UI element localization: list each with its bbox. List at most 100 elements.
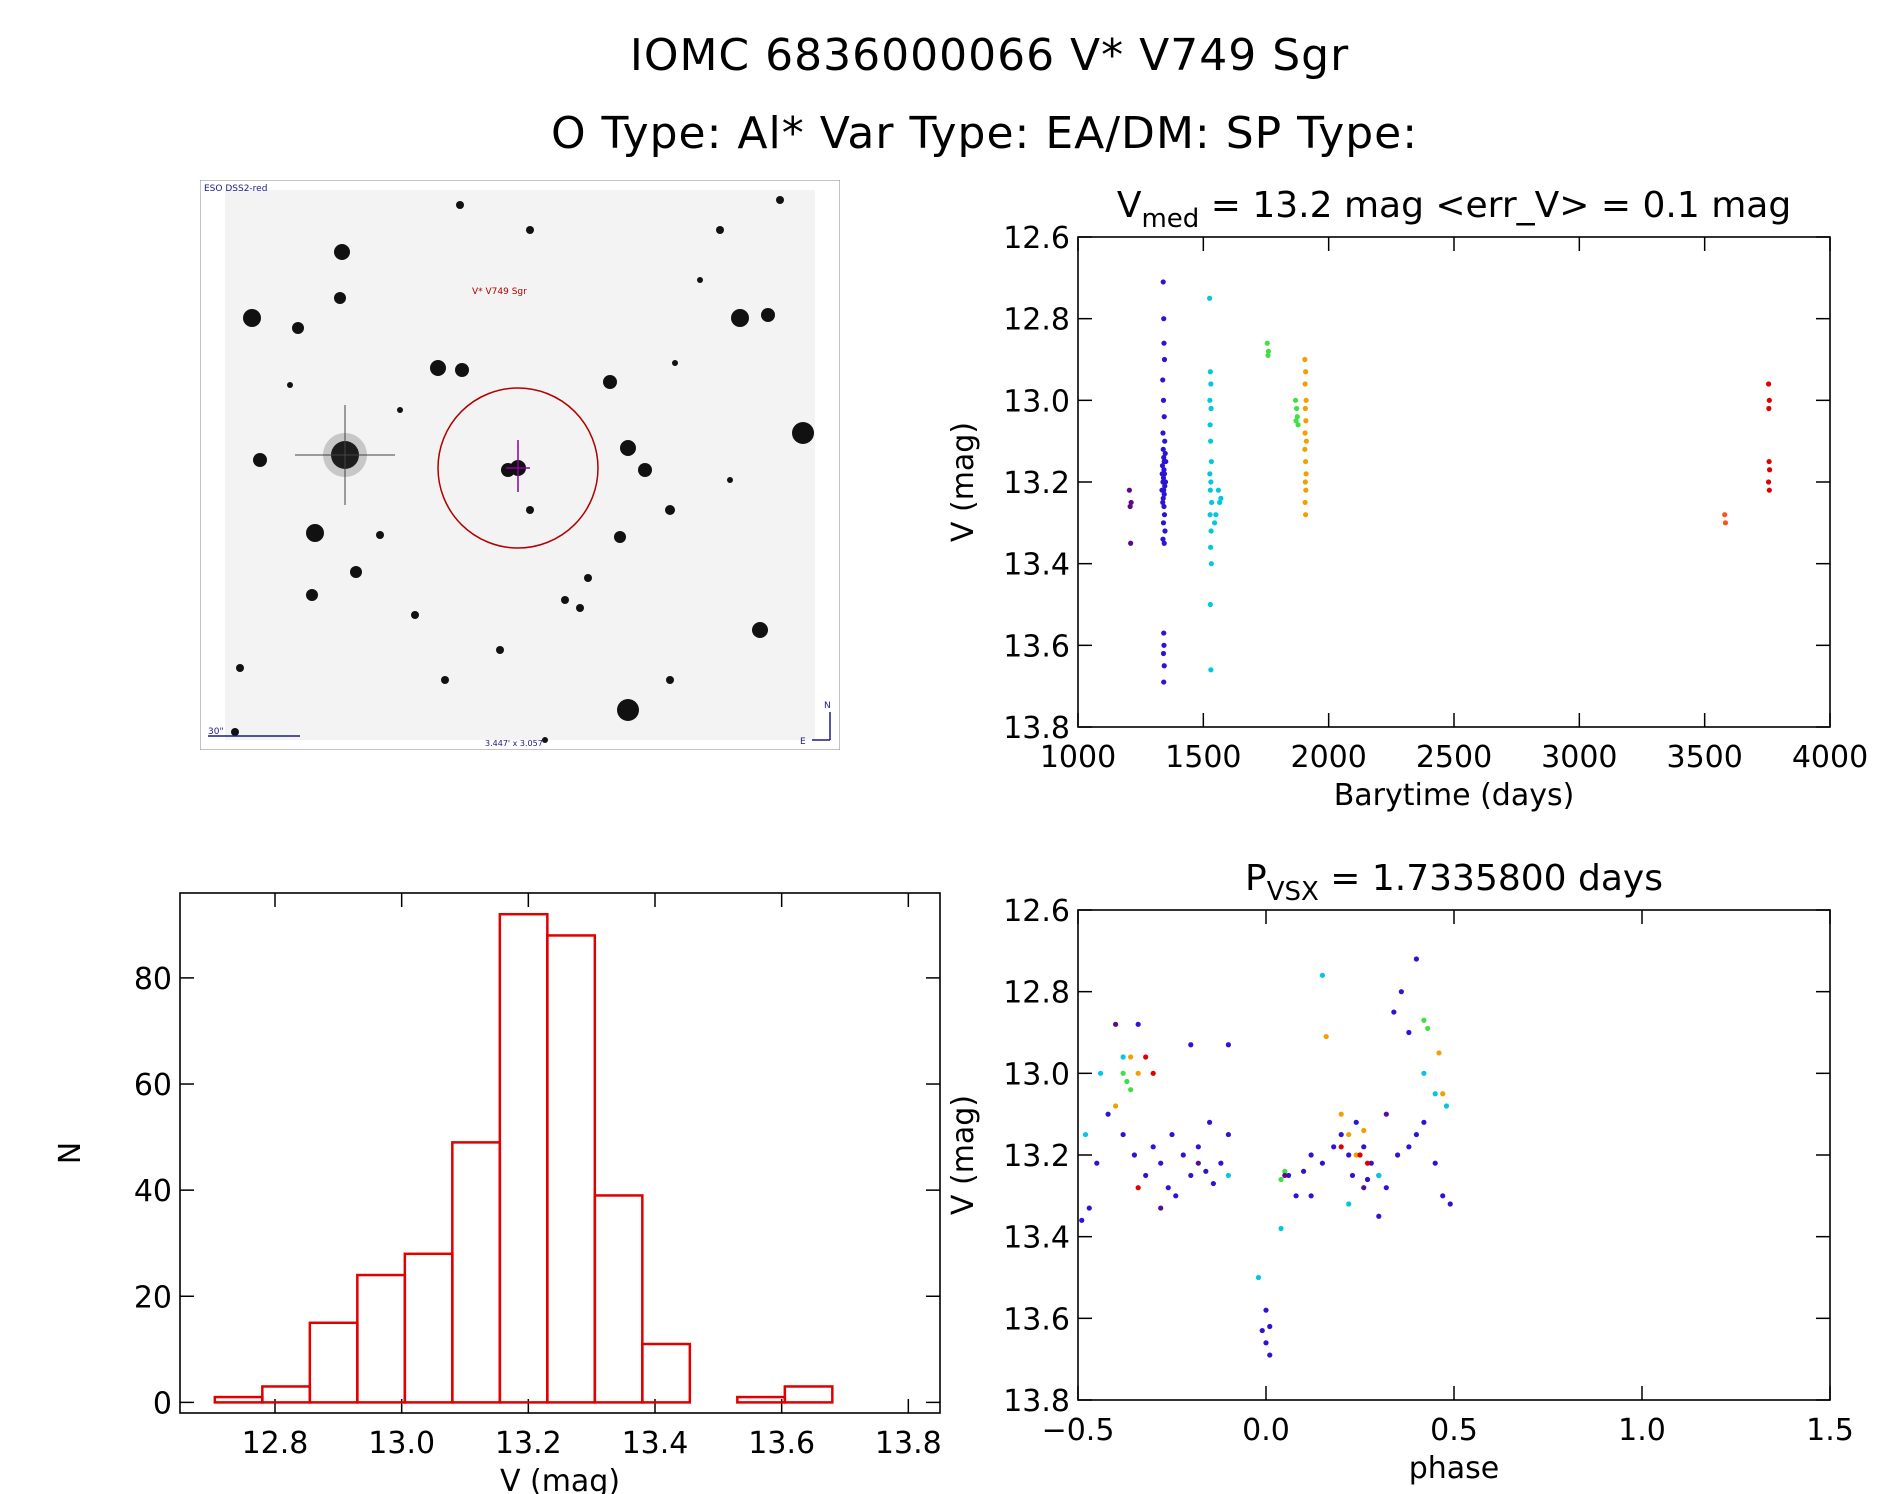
data-point [1161, 467, 1167, 473]
data-point [1207, 397, 1213, 403]
data-point [1150, 1070, 1156, 1076]
data-point [1376, 1213, 1382, 1219]
data-point [1302, 446, 1308, 452]
data-point [1127, 503, 1133, 510]
data-point [1383, 1111, 1389, 1117]
data-point [1160, 377, 1166, 383]
data-point [1353, 1152, 1359, 1158]
histogram-bar [356, 1273, 407, 1404]
data-point [1323, 1033, 1329, 1040]
data-point [1722, 520, 1729, 526]
data-point [1208, 561, 1214, 567]
data-point [1208, 405, 1214, 412]
data-point [1293, 418, 1299, 424]
histogram-bar [213, 1395, 264, 1404]
data-point [1338, 1131, 1344, 1138]
plot-frame [1077, 236, 1831, 728]
data-point [1113, 1103, 1119, 1109]
data-point [1159, 463, 1166, 469]
data-point [1169, 1131, 1175, 1138]
data-point [1173, 1193, 1179, 1199]
histogram-bar [308, 1321, 359, 1404]
data-point [1406, 1144, 1412, 1150]
data-point [1278, 1176, 1284, 1183]
data-point [1278, 1225, 1284, 1232]
data-point [1225, 1172, 1231, 1179]
title-rest: = 13.2 mag <err_V> = 0.1 mag [1199, 185, 1791, 226]
data-point [1160, 475, 1167, 481]
data-point [1161, 512, 1168, 518]
y-axis-label: V (mag) [946, 422, 981, 542]
data-point [1265, 348, 1272, 354]
data-point [1303, 512, 1309, 518]
data-point [1207, 1119, 1213, 1125]
y-tick-label: 13.2 [1003, 1139, 1070, 1174]
data-point [1163, 458, 1169, 465]
data-point [1302, 381, 1308, 387]
chart-title: PVSX = 1.7335800 days [1245, 858, 1663, 907]
data-point [1395, 1152, 1401, 1158]
data-point [1425, 1025, 1431, 1032]
y-tick-label: 13.2 [1003, 466, 1070, 501]
y-tick-label: 60 [134, 1068, 172, 1103]
data-point [1208, 458, 1214, 465]
data-point [1208, 667, 1214, 673]
page-title-line2: O Type: Al* Var Type: EA/DM: SP Type: [550, 108, 1419, 159]
data-point [1207, 422, 1213, 428]
data-point [1097, 1070, 1104, 1076]
data-point [1105, 1111, 1111, 1117]
data-point [1161, 340, 1167, 346]
y-tick-label: 13.4 [1003, 548, 1070, 583]
data-point [1161, 503, 1167, 510]
data-point [1143, 1054, 1149, 1060]
data-point [1094, 1160, 1100, 1166]
title-subscript: VSX [1267, 877, 1319, 907]
data-point [1195, 1144, 1201, 1150]
data-point [1135, 1021, 1141, 1027]
data-point [1225, 1042, 1231, 1048]
x-tick-label: 3500 [1666, 740, 1742, 775]
x-tick-label: 1000 [1040, 740, 1116, 775]
title-subscript: med [1141, 204, 1199, 234]
data-point [1303, 369, 1309, 375]
data-point [1303, 438, 1309, 444]
data-point [1161, 642, 1167, 648]
data-point [1303, 458, 1309, 465]
y-tick-label: 0 [153, 1386, 172, 1421]
data-point [1285, 1172, 1292, 1179]
data-point [1126, 487, 1132, 493]
data-point [1267, 1323, 1273, 1330]
title-prefix: P [1245, 858, 1267, 899]
data-point [1188, 1042, 1194, 1048]
data-point [1440, 1193, 1446, 1199]
y-tick-label: 13.0 [1003, 1057, 1070, 1092]
data-point [1413, 1131, 1419, 1138]
data-point [1282, 1172, 1288, 1179]
data-point [1217, 499, 1223, 506]
data-point [1282, 1168, 1288, 1174]
x-tick-label: 0.0 [1242, 1413, 1290, 1448]
data-point [1361, 1144, 1367, 1150]
data-point [1301, 1168, 1307, 1174]
x-tick-label: 13.2 [495, 1426, 562, 1461]
data-point [1368, 1160, 1374, 1166]
data-point [1086, 1205, 1092, 1211]
y-tick-label: 13.4 [1003, 1221, 1070, 1256]
data-point [1113, 1021, 1119, 1027]
data-point [1215, 487, 1221, 493]
data-point [1150, 1144, 1156, 1150]
chart-title: Vmed = 13.2 mag <err_V> = 0.1 mag [1117, 185, 1791, 234]
data-point [1346, 1201, 1352, 1207]
data-point [1302, 405, 1308, 412]
data-point [1212, 520, 1218, 526]
data-point [1162, 450, 1168, 457]
data-point [1135, 1070, 1141, 1076]
data-point [1293, 405, 1300, 412]
x-tick-label: 2500 [1416, 740, 1492, 775]
x-tick-label: 0.5 [1430, 1413, 1478, 1448]
data-point [1264, 340, 1270, 346]
y-tick-label: 20 [134, 1280, 172, 1315]
data-point [1203, 1168, 1209, 1174]
title-prefix: V [1117, 185, 1142, 226]
y-tick-label: 12.6 [1003, 894, 1070, 929]
